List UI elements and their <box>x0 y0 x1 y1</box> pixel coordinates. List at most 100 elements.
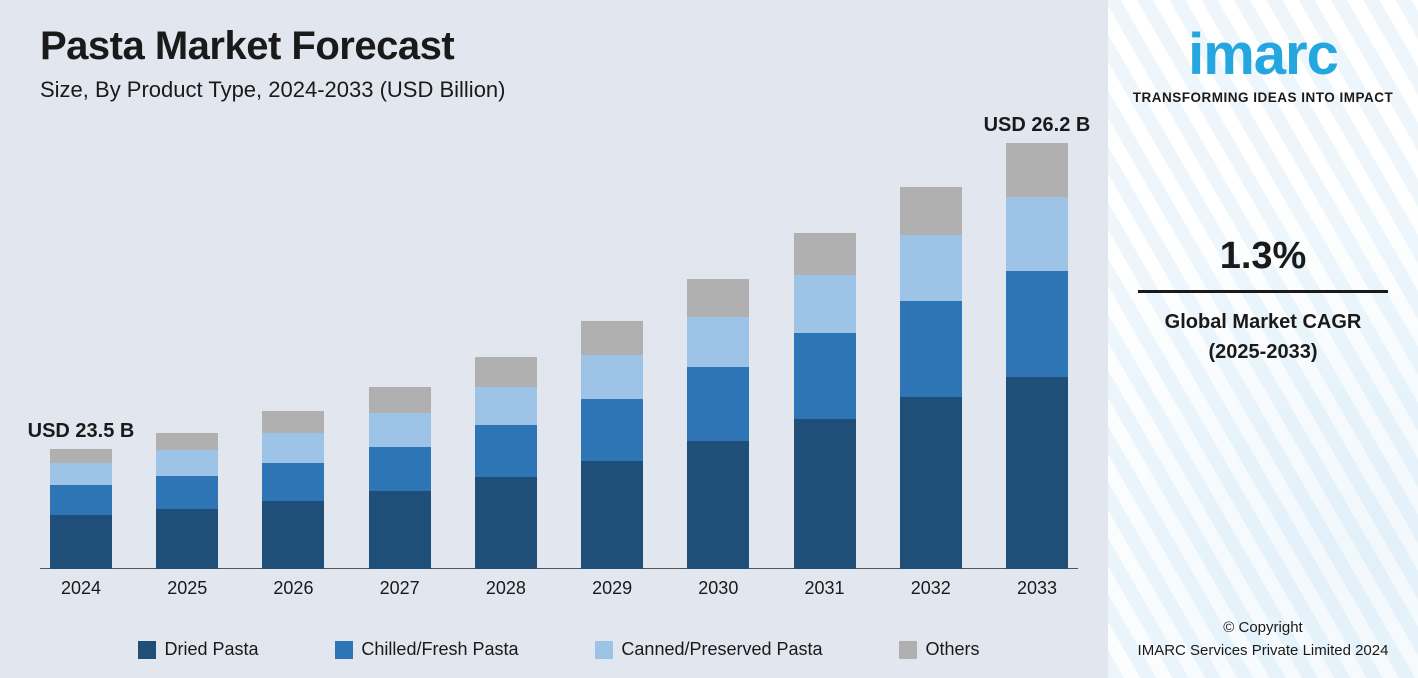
legend-swatch <box>899 641 917 659</box>
cagr-block: 1.3% Global Market CAGR (2025-2033) <box>1138 235 1388 367</box>
bar-segment <box>794 333 856 419</box>
cagr-value: 1.3% <box>1138 235 1388 278</box>
bar-annotation: USD 23.5 B <box>28 420 135 443</box>
bar-segment <box>262 463 324 501</box>
bar-segment <box>369 387 431 413</box>
legend-swatch <box>138 641 156 659</box>
bar-segment <box>1006 143 1068 197</box>
bar-annotation: USD 26.2 B <box>984 114 1091 137</box>
bar-stack <box>50 449 112 569</box>
x-tick-label: 2027 <box>369 578 431 599</box>
bar-segment <box>794 419 856 569</box>
x-tick-label: 2029 <box>581 578 643 599</box>
bar-segment <box>156 433 218 450</box>
bar-segment <box>369 413 431 447</box>
bar-segment <box>156 450 218 476</box>
copyright: © Copyright IMARC Services Private Limit… <box>1138 617 1389 662</box>
bar-column <box>475 357 537 569</box>
bar-segment <box>156 509 218 569</box>
x-tick-label: 2028 <box>475 578 537 599</box>
legend-label: Dried Pasta <box>164 639 258 660</box>
bar-segment <box>475 387 537 425</box>
bar-segment <box>262 433 324 463</box>
bar-segment <box>50 515 112 569</box>
bar-column <box>156 433 218 569</box>
bar-segment <box>794 233 856 275</box>
bar-segment <box>581 355 643 399</box>
bar-segment <box>156 476 218 509</box>
bar-segment <box>687 441 749 569</box>
chart-subtitle: Size, By Product Type, 2024-2033 (USD Bi… <box>40 77 1078 103</box>
bar-segment <box>687 279 749 317</box>
legend-label: Others <box>925 639 979 660</box>
cagr-label-line1: Global Market CAGR <box>1165 311 1362 333</box>
bar-segment <box>794 275 856 333</box>
legend-swatch <box>335 641 353 659</box>
bar-stack <box>687 279 749 569</box>
x-tick-label: 2030 <box>687 578 749 599</box>
bar-segment <box>900 235 962 301</box>
bars-area: USD 23.5 BUSD 26.2 B <box>40 183 1078 569</box>
bar-column: USD 26.2 B <box>1006 143 1068 569</box>
bar-segment <box>475 357 537 387</box>
bar-stack <box>794 233 856 569</box>
legend: Dried Pasta Chilled/Fresh Pasta Canned/Pre… <box>40 639 1078 660</box>
bar-column: USD 23.5 B <box>50 449 112 569</box>
x-tick-label: 2026 <box>262 578 324 599</box>
bar-segment <box>900 301 962 397</box>
bar-segment <box>687 317 749 367</box>
x-tick-label: 2025 <box>156 578 218 599</box>
bar-segment <box>687 367 749 441</box>
page-root: Pasta Market Forecast Size, By Product T… <box>0 0 1418 678</box>
bar-segment <box>475 477 537 569</box>
side-panel: imarc TRANSFORMING IDEAS INTO IMPACT 1.3… <box>1108 0 1418 678</box>
bar-segment <box>50 485 112 515</box>
bar-segment <box>1006 377 1068 569</box>
bar-column <box>900 187 962 569</box>
bar-segment <box>900 397 962 569</box>
x-axis: 2024202520262027202820292030203120322033 <box>40 578 1078 599</box>
cagr-divider <box>1138 290 1388 293</box>
legend-item: Dried Pasta <box>138 639 258 660</box>
bar-stack <box>900 187 962 569</box>
bar-segment <box>262 501 324 569</box>
bar-column <box>794 233 856 569</box>
copyright-line1: © Copyright <box>1223 619 1302 636</box>
bar-column <box>369 387 431 569</box>
logo: imarc TRANSFORMING IDEAS INTO IMPACT <box>1133 26 1394 105</box>
bar-stack <box>475 357 537 569</box>
logo-wordmark: imarc <box>1188 22 1338 87</box>
x-tick-label: 2033 <box>1006 578 1068 599</box>
bar-segment <box>262 411 324 433</box>
x-tick-label: 2031 <box>794 578 856 599</box>
x-tick-label: 2032 <box>900 578 962 599</box>
legend-label: Canned/Preserved Pasta <box>621 639 822 660</box>
bar-stack <box>262 411 324 569</box>
bar-segment <box>475 425 537 477</box>
bar-segment <box>50 463 112 485</box>
legend-label: Chilled/Fresh Pasta <box>361 639 518 660</box>
bar-segment <box>369 491 431 569</box>
bar-stack <box>369 387 431 569</box>
logo-tagline: TRANSFORMING IDEAS INTO IMPACT <box>1133 90 1394 105</box>
bar-stack <box>1006 143 1068 569</box>
bar-column <box>262 411 324 569</box>
bar-segment <box>369 447 431 491</box>
chart-area: USD 23.5 BUSD 26.2 B 2024202520262027202… <box>40 143 1078 639</box>
bar-segment <box>581 461 643 569</box>
bar-stack <box>581 321 643 569</box>
bar-segment <box>900 187 962 235</box>
legend-item: Canned/Preserved Pasta <box>595 639 822 660</box>
bar-stack <box>156 433 218 569</box>
logo-text: imarc <box>1133 26 1394 84</box>
cagr-label: Global Market CAGR (2025-2033) <box>1138 307 1388 367</box>
bar-segment <box>50 449 112 463</box>
bar-segment <box>1006 271 1068 377</box>
bar-column <box>581 321 643 569</box>
copyright-line2: IMARC Services Private Limited 2024 <box>1138 642 1389 659</box>
legend-swatch <box>595 641 613 659</box>
bar-column <box>687 279 749 569</box>
bar-segment <box>581 321 643 355</box>
cagr-label-line2: (2025-2033) <box>1209 341 1318 363</box>
chart-title: Pasta Market Forecast <box>40 24 1078 69</box>
